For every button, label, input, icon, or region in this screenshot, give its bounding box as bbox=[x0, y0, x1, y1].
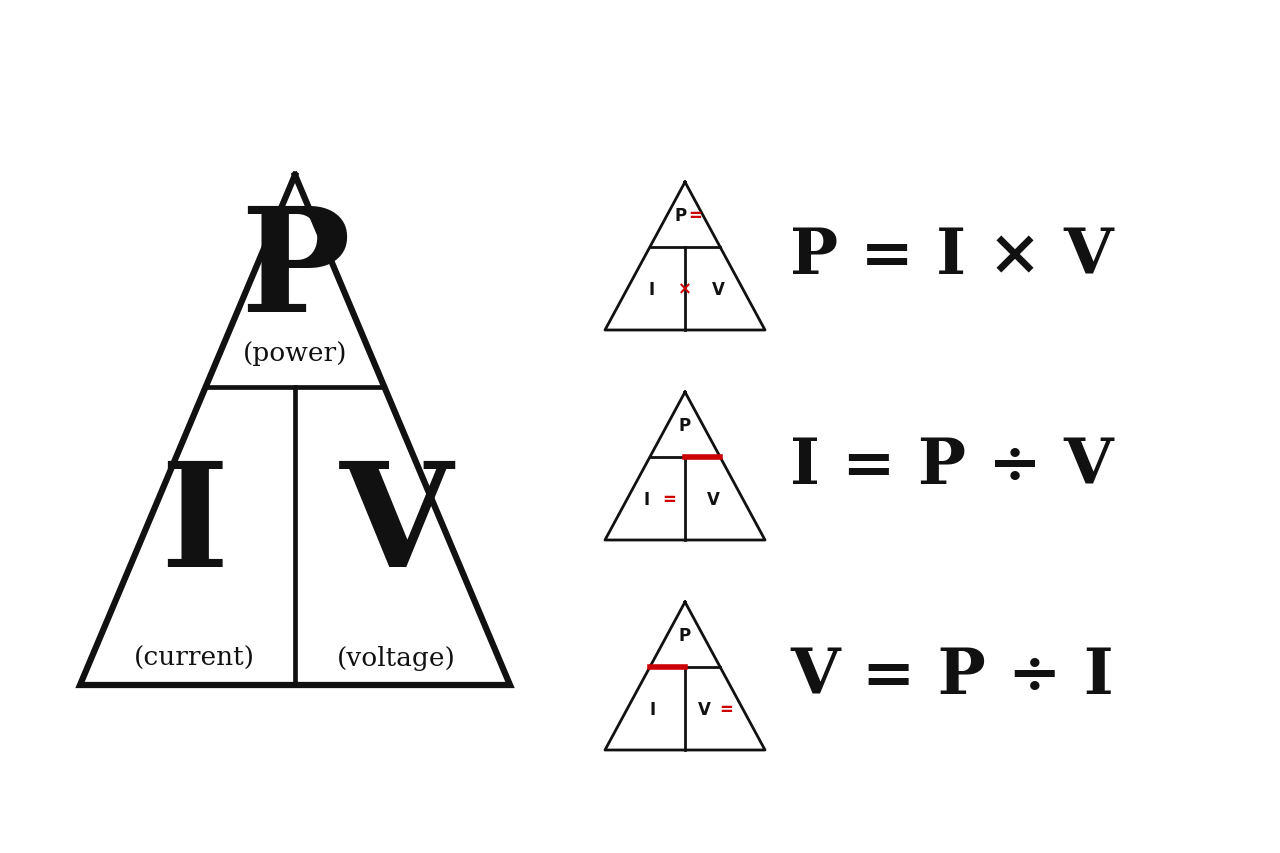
Text: (current): (current) bbox=[133, 645, 255, 670]
Text: P: P bbox=[241, 201, 349, 342]
Text: I: I bbox=[160, 456, 228, 596]
Text: V: V bbox=[712, 281, 724, 299]
Text: P = I × V: P = I × V bbox=[790, 226, 1114, 287]
Text: P: P bbox=[678, 416, 691, 434]
Text: ×: × bbox=[678, 281, 692, 299]
Text: I: I bbox=[649, 281, 654, 299]
Text: =: = bbox=[719, 699, 733, 717]
Text: =: = bbox=[689, 206, 701, 224]
Text: V: V bbox=[339, 456, 453, 596]
Text: www.inchcalculator.com: www.inchcalculator.com bbox=[531, 820, 749, 838]
Text: (voltage): (voltage) bbox=[337, 645, 456, 670]
Text: I = P ÷ V: I = P ÷ V bbox=[790, 436, 1114, 497]
Text: V = P ÷ I: V = P ÷ I bbox=[790, 646, 1114, 706]
Text: I: I bbox=[644, 490, 650, 508]
Text: (power): (power) bbox=[243, 340, 347, 365]
Text: P: P bbox=[675, 206, 687, 224]
Text: V: V bbox=[698, 699, 710, 717]
Text: Power Formulas: Power Formulas bbox=[252, 29, 1028, 119]
Text: V: V bbox=[708, 490, 721, 508]
Text: P: P bbox=[678, 626, 691, 644]
Text: ⊞: ⊞ bbox=[631, 781, 649, 802]
Text: I: I bbox=[650, 699, 657, 717]
Text: =: = bbox=[662, 490, 676, 508]
